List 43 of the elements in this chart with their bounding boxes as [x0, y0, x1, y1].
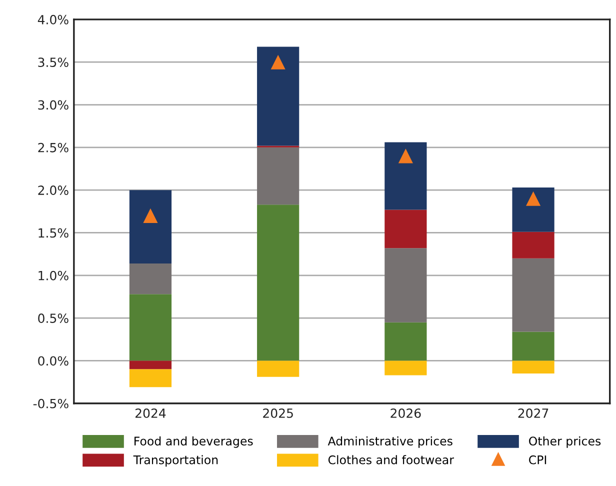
bar: [129, 369, 172, 388]
y-tick-label: 0.5%: [38, 314, 68, 323]
bar: [384, 142, 427, 210]
bar: [512, 332, 554, 361]
y-tick-label: 1.0%: [38, 270, 68, 280]
y-tick-label: 4.0%: [38, 14, 68, 24]
bar: [384, 248, 427, 322]
x-tick-label: 2024: [135, 408, 166, 418]
bar: [129, 294, 172, 361]
legend-label: CPI: [529, 455, 546, 464]
bar: [512, 360, 554, 374]
y-tick-label: 1.5%: [38, 228, 68, 238]
bar: [257, 360, 300, 377]
legend-label: Administrative prices: [328, 436, 452, 448]
bar: [512, 258, 554, 332]
y-tick-label: 3.0%: [38, 100, 68, 110]
y-tick-label: -0.5%: [33, 398, 68, 408]
y-tick-label: 0.0%: [38, 356, 68, 366]
bar: [257, 147, 300, 205]
bar: [257, 46, 300, 146]
y-tick-label: 3.5%: [38, 58, 68, 68]
bar: [384, 210, 427, 248]
bar: [512, 188, 554, 232]
legend-label: Clothes and footwear: [328, 455, 454, 464]
y-tick-label: 2.0%: [38, 186, 68, 196]
point: [270, 54, 286, 70]
bar: [129, 360, 172, 370]
point: [398, 148, 413, 164]
bar: [129, 263, 172, 294]
bar: [384, 322, 427, 361]
x-tick-label: 2026: [390, 408, 421, 418]
legend-label: Other prices: [529, 436, 601, 448]
bar: [129, 190, 172, 264]
legend-label: Food and beverages: [134, 436, 253, 448]
point: [526, 191, 541, 206]
bar: [512, 232, 554, 258]
x-tick-label: 2025: [263, 408, 293, 418]
bar: [257, 204, 300, 361]
y-tick-label: 2.5%: [38, 142, 68, 152]
x-tick-label: 2027: [518, 408, 548, 418]
legend-label: Transportation: [133, 455, 218, 467]
point: [143, 208, 158, 223]
bar: [384, 360, 427, 376]
